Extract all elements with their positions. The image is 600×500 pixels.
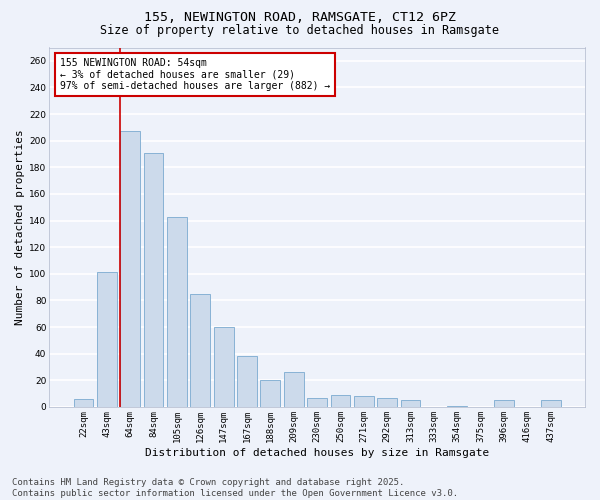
Bar [190,294,210,407]
Bar [120,132,140,407]
Bar [377,398,397,407]
Bar [284,372,304,407]
Text: 155, NEWINGTON ROAD, RAMSGATE, CT12 6PZ: 155, NEWINGTON ROAD, RAMSGATE, CT12 6PZ [144,11,456,24]
Bar [74,399,94,407]
Bar [167,216,187,407]
Bar [260,380,280,407]
Text: Size of property relative to detached houses in Ramsgate: Size of property relative to detached ho… [101,24,499,37]
Bar [331,395,350,407]
Bar [307,398,327,407]
Text: 155 NEWINGTON ROAD: 54sqm
← 3% of detached houses are smaller (29)
97% of semi-d: 155 NEWINGTON ROAD: 54sqm ← 3% of detach… [60,58,330,92]
Bar [541,400,560,407]
Bar [401,400,421,407]
Y-axis label: Number of detached properties: Number of detached properties [15,130,25,325]
Bar [354,396,374,407]
Text: Contains HM Land Registry data © Crown copyright and database right 2025.
Contai: Contains HM Land Registry data © Crown c… [12,478,458,498]
Bar [214,327,233,407]
Bar [494,400,514,407]
Bar [143,152,163,407]
Bar [97,272,117,407]
Bar [448,406,467,407]
Bar [237,356,257,407]
X-axis label: Distribution of detached houses by size in Ramsgate: Distribution of detached houses by size … [145,448,489,458]
